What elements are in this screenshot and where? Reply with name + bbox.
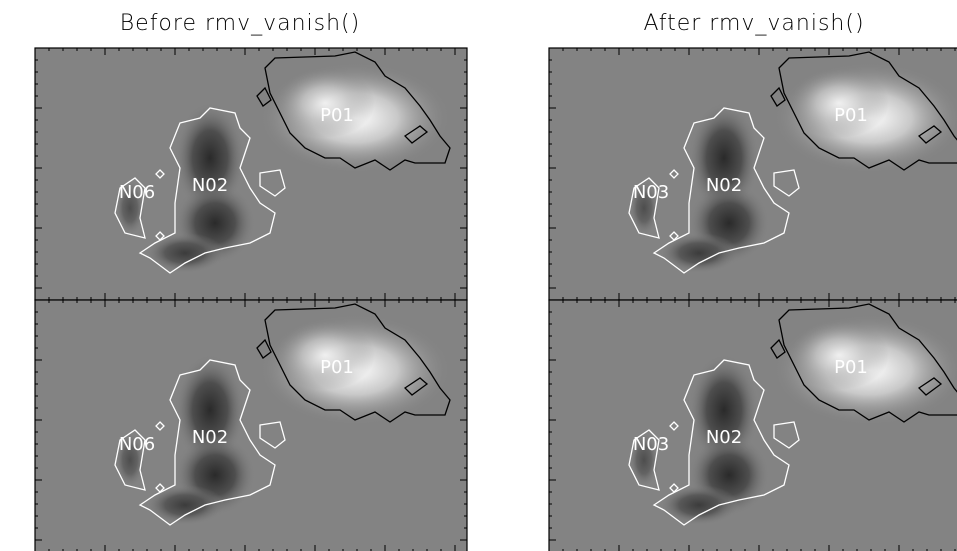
region-label: N06	[119, 434, 155, 455]
region-label: P01	[320, 105, 354, 126]
image-panel: P01 N02 N06	[35, 48, 467, 300]
region-label: N03	[633, 434, 669, 455]
panel-title: Before rmv_vanish()	[120, 11, 360, 36]
image-panel: P01 N02 N03	[549, 300, 957, 551]
magnetogram	[549, 48, 957, 300]
region-label: N02	[192, 427, 228, 448]
figure: Before rmv_vanish() P01 N02 N06 P01 N02 N06 Aft…	[0, 0, 957, 551]
magnetogram	[35, 48, 467, 300]
magnetogram	[549, 300, 957, 551]
image-panel: P01 N02 N06	[35, 300, 467, 551]
region-label: P01	[834, 357, 868, 378]
region-label: N06	[119, 182, 155, 203]
image-panel: P01 N02 N03	[549, 48, 957, 300]
page: {"columns": [ {"title": "Before rmv_vani…	[0, 0, 957, 551]
region-label: P01	[320, 357, 354, 378]
panel-title: After rmv_vanish()	[643, 11, 864, 36]
region-label: N02	[706, 175, 742, 196]
region-label: N03	[633, 182, 669, 203]
region-label: N02	[192, 175, 228, 196]
region-label: P01	[834, 105, 868, 126]
magnetogram	[35, 300, 467, 551]
region-label: N02	[706, 427, 742, 448]
